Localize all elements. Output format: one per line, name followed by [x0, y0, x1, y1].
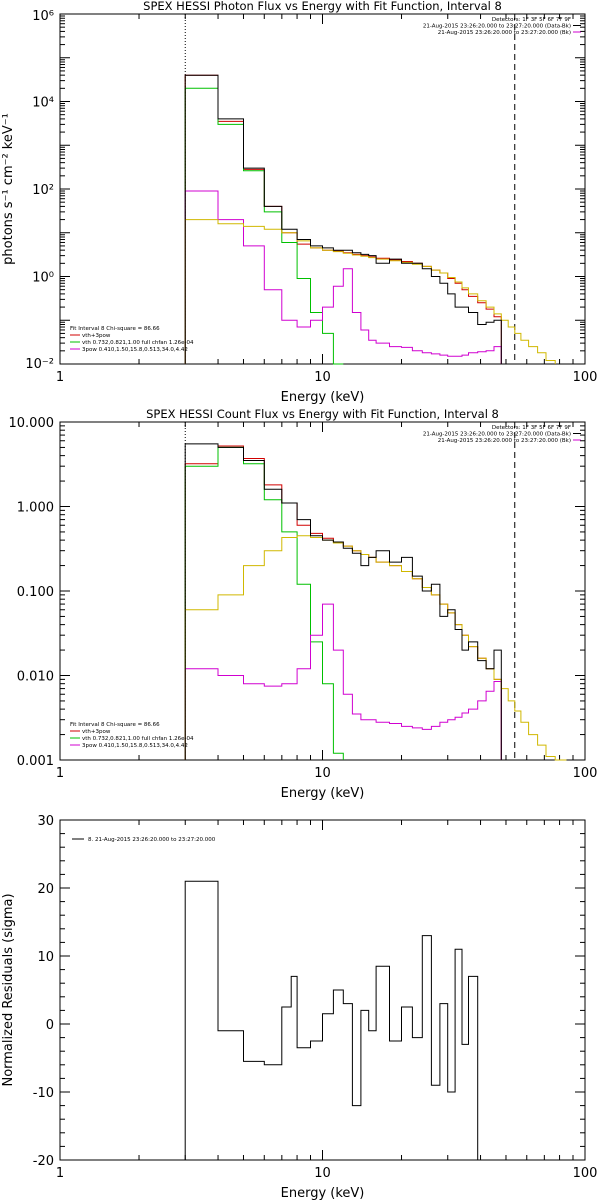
series-step-1-2 [184, 446, 344, 760]
y-tick-label: 0.001 [17, 754, 54, 769]
y-tick-label: -10 [33, 1086, 54, 1101]
plot-frame-1 [59, 421, 586, 761]
legend-entry: Fit Interval 8 Chi-square = 86.66 [70, 722, 160, 728]
x-tick-label: 1 [56, 370, 64, 385]
chart-title-1: SPEX HESSI Count Flux vs Energy with Fit… [146, 407, 499, 421]
legend-entry: 8. 21-Aug-2015 23:26:20.000 to 23:27:20.… [88, 837, 216, 843]
x-tick-label: 100 [573, 766, 598, 781]
legend-entry: 21-Aug-2015 23:26:20.000 to 23:27:20.000… [423, 24, 571, 30]
x-axis-label-2: Energy (keV) [281, 1186, 365, 1200]
y-tick-label: 10⁰ [32, 271, 54, 286]
x-tick-label: 1 [56, 1166, 64, 1181]
y-tick-label: -20 [33, 1154, 54, 1169]
y-tick-label: 1.000 [17, 501, 54, 516]
series-step-0-2 [184, 87, 344, 365]
legend-entry: Fit Interval 8 Chi-square = 86.66 [70, 326, 160, 332]
series-step-1-3 [184, 603, 502, 760]
x-tick-label: 10 [314, 370, 331, 385]
x-tick-label: 100 [573, 1166, 598, 1181]
legend-entry: Detectors: 1F 3F 5F 6F 7F 9F [492, 425, 571, 431]
y-tick-label: 10⁴ [32, 96, 54, 111]
series-step-2-0 [184, 880, 479, 1160]
series-step-0-3 [184, 190, 502, 364]
legend-entry: 21-Aug-2015 23:26:20.000 to 23:27:20.000… [438, 438, 571, 444]
plot-frame-2 [59, 819, 586, 1161]
y-tick-label: 20 [37, 882, 54, 897]
series-step-1-4 [184, 535, 567, 761]
y-tick-label: 10⁻² [25, 357, 54, 372]
legend-entry: 3pow 0.410,1.50,15.8,0.513,34.0,4.42 [82, 347, 188, 353]
legend-entry: 3pow 0.410,1.50,15.8,0.513,34.0,4.42 [82, 743, 188, 749]
y-tick-label: 0.010 [17, 670, 54, 685]
x-axis-label-1: Energy (keV) [281, 786, 365, 801]
legend-entry: Detectors: 1F 3F 5F 6F 7F 9F [492, 17, 571, 23]
y-tick-label: 10⁶ [32, 9, 54, 24]
y-tick-label: 0.100 [17, 585, 54, 600]
legend-entry: vth 0.732,0.821,1.00 full chfan 1.26e-04 [82, 736, 194, 742]
series-step-1-0 [184, 443, 502, 760]
y-tick-label: 30 [37, 814, 54, 829]
y-tick-label: 10² [32, 183, 54, 198]
legend-entry: vth 0.732,0.821,1.00 full chfan 1.26e-04 [82, 340, 194, 346]
x-tick-label: 10 [314, 1166, 331, 1181]
x-tick-label: 100 [573, 370, 598, 385]
legend-entry: 21-Aug-2015 23:26:20.000 to 23:27:20.000… [438, 30, 571, 36]
y-axis-label-2: Normalized Residuals (sigma) [1, 893, 16, 1086]
y-tick-label: 10 [37, 950, 54, 965]
y-tick-label: 10.000 [9, 416, 55, 431]
series-step-1-1 [184, 445, 502, 760]
legend-entry: vth+3pow [82, 333, 111, 339]
legend-entry: vth+3pow [82, 729, 111, 735]
x-tick-label: 1 [56, 766, 64, 781]
y-tick-label: 0 [46, 1018, 54, 1033]
x-axis-label-0: Energy (keV) [281, 390, 365, 405]
y-axis-label-0: photons s⁻¹ cm⁻² keV⁻¹ [1, 113, 16, 265]
chart-title-0: SPEX HESSI Photon Flux vs Energy with Fi… [143, 0, 502, 13]
series-step-0-4 [184, 219, 556, 364]
series-step-0-0 [184, 74, 502, 364]
x-tick-label: 10 [314, 766, 331, 781]
legend-entry: 21-Aug-2015 23:26:20.000 to 23:27:20.000… [423, 432, 571, 438]
